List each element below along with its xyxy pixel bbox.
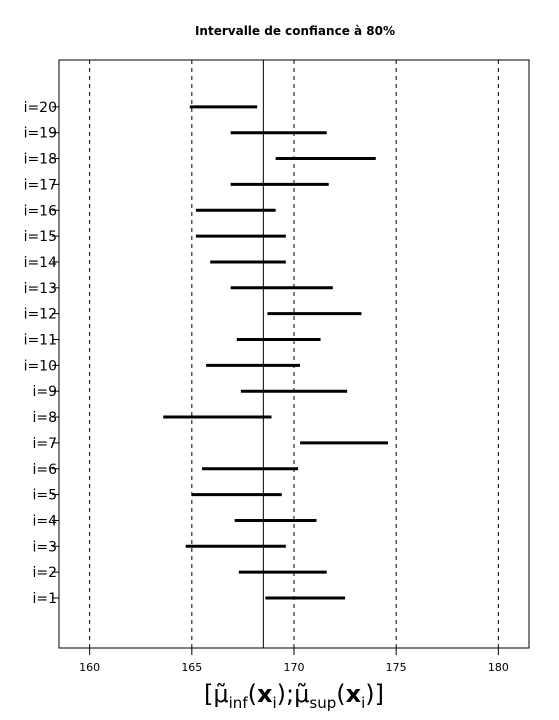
category-label: i=16 [24, 203, 58, 219]
x-tick-label: 160 [79, 661, 100, 674]
category-label: i=15 [24, 229, 57, 245]
x-axis: 160 165 170 175 180 [79, 648, 509, 674]
chart-title: Intervalle de confiance à 80% [195, 24, 395, 38]
vertical-grid-lines [89, 60, 499, 648]
category-label: i=20 [24, 100, 57, 116]
x-tick-label: 180 [488, 661, 509, 674]
category-label: i=18 [24, 152, 57, 168]
category-label: i=4 [32, 513, 57, 529]
category-label: i=17 [24, 177, 57, 193]
category-label: i=2 [32, 565, 57, 581]
category-label: i=3 [32, 539, 57, 555]
category-labels: i=1 i=2 i=3 i=4 i=5 i=6 i=7 i=8 i=9 i=10 i=11 i=12 i… [24, 100, 59, 607]
interval-segments [163, 105, 388, 600]
x-tick-label: 170 [284, 661, 305, 674]
category-label: i=13 [24, 281, 57, 297]
category-label: i=14 [24, 255, 58, 271]
category-label: i=12 [24, 307, 57, 323]
category-label: i=8 [32, 410, 57, 426]
x-tick-label: 175 [386, 661, 407, 674]
category-label: i=5 [32, 488, 57, 504]
category-label: i=6 [32, 462, 57, 478]
category-label: i=7 [32, 436, 57, 452]
x-tick-label: 165 [181, 661, 202, 674]
category-label: i=10 [24, 358, 57, 374]
category-label: i=11 [24, 333, 57, 349]
category-label: i=1 [32, 591, 57, 607]
x-axis-label: [μ̃inf(xi);μ̃sup(xi)] [204, 680, 384, 712]
category-label: i=19 [24, 126, 57, 142]
category-label: i=9 [32, 384, 57, 400]
